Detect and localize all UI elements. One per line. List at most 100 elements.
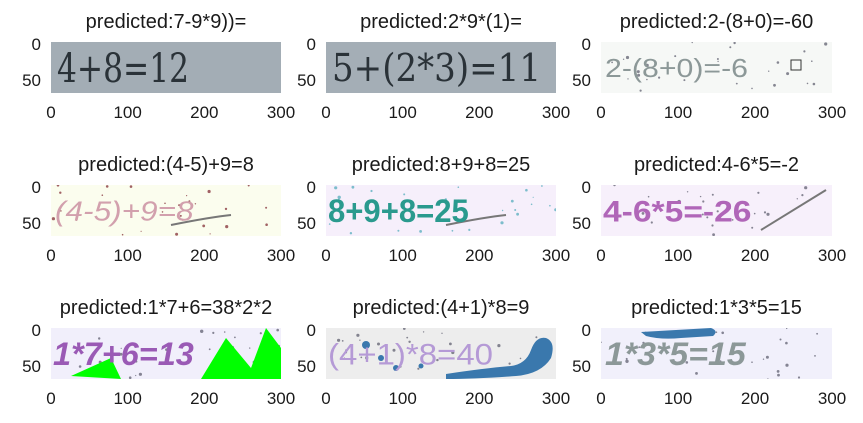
image-canvas: 4+8=12 <box>51 42 281 93</box>
y-tick-label: 50 <box>297 71 316 90</box>
noise-dot <box>627 78 629 80</box>
noise-dot <box>674 55 677 58</box>
noise-dot <box>135 360 138 363</box>
noise-dot <box>365 356 369 360</box>
subplot-title: predicted:4-6*5=-2 <box>633 154 800 176</box>
noise-dot <box>804 186 808 190</box>
x-tick-label: 100 <box>388 103 417 122</box>
noise-dot <box>128 376 132 379</box>
noise-dot <box>417 367 420 370</box>
noise-dot <box>234 336 236 339</box>
noise-dot <box>541 185 543 187</box>
y-tick-label: 0 <box>581 178 591 197</box>
noise-dot <box>179 214 182 217</box>
noise-dot <box>194 203 197 205</box>
y-tick-label: 50 <box>22 357 41 376</box>
noise-dot <box>337 195 341 199</box>
noise-dot <box>699 195 702 198</box>
noise-dot <box>691 42 693 44</box>
image-canvas: 2-(8+0)=-6 <box>601 42 832 93</box>
x-tick-label: 300 <box>541 389 571 408</box>
stray-line <box>445 214 507 226</box>
noise-dot <box>259 332 262 335</box>
subplot-title: predicted:(4-5)+9=8 <box>78 154 254 176</box>
y-tick-label: 50 <box>22 71 41 90</box>
handwritten-expression: 4+8=12 <box>57 46 189 92</box>
noise-dot <box>175 232 179 236</box>
noise-dot <box>212 331 215 334</box>
noise-dot <box>406 336 409 339</box>
noise-dot <box>733 342 736 346</box>
noise-dot <box>138 372 142 376</box>
noise-dot <box>403 328 406 330</box>
noise-dot <box>613 185 616 187</box>
y-tick-label: 0 <box>306 321 316 340</box>
noise-dot <box>762 358 765 360</box>
x-tick-label: 200 <box>740 389 770 408</box>
noise-dot <box>801 194 804 197</box>
noise-dot <box>265 206 268 209</box>
blue-dot <box>418 363 424 369</box>
noise-dot <box>451 350 455 355</box>
handwritten-expression: 8+9+8=25 <box>328 193 469 229</box>
image-canvas: 1*3*5=15 <box>601 328 832 379</box>
y-tick-label: 0 <box>306 35 316 54</box>
noise-dot <box>120 347 122 349</box>
x-tick-label: 0 <box>46 103 56 122</box>
noise-dot <box>731 219 734 221</box>
noise-dot <box>181 218 184 221</box>
noise-dot <box>247 185 250 187</box>
x-tick-label: 100 <box>388 246 417 265</box>
y-tick-label: 50 <box>572 71 591 90</box>
noise-dot <box>683 79 686 82</box>
noise-dot <box>625 359 629 363</box>
noise-dot <box>637 73 641 77</box>
handwritten-expression: (4+1)*8=40 <box>328 338 493 371</box>
x-tick-label: 100 <box>663 246 693 265</box>
y-tick-label: 50 <box>572 214 591 233</box>
green-scribble <box>71 328 281 379</box>
noise-dot <box>625 357 628 360</box>
y-tick-label: 0 <box>31 178 41 197</box>
noise-dot <box>56 185 60 187</box>
noise-dot <box>776 61 780 64</box>
subplot-2: predicted:2*9*(1)= 5+(2*3)=11 0 50 0 100 200 30… <box>297 10 570 130</box>
y-tick-label: 0 <box>31 35 41 54</box>
noise-dot <box>441 332 443 334</box>
noise-dot <box>209 233 211 235</box>
y-tick-label: 0 <box>581 35 591 54</box>
noise-dot <box>140 230 142 232</box>
x-tick-label: 200 <box>465 103 494 122</box>
blue-blob <box>446 337 553 379</box>
noise-dot <box>824 42 828 46</box>
noise-dot <box>187 356 190 359</box>
noise-dot <box>514 209 517 211</box>
image-background <box>601 42 832 93</box>
noise-dot <box>645 63 649 67</box>
noise-dot <box>735 82 738 85</box>
subplot-title: predicted:7-9*9))= <box>85 11 247 33</box>
x-tick-label: 100 <box>663 103 693 122</box>
noise-dot <box>711 193 714 196</box>
noise-dot <box>202 224 206 228</box>
noise-dot <box>639 89 642 92</box>
handwritten-expression: 5+(2*3)=11 <box>332 46 541 90</box>
noise-dot <box>751 226 754 229</box>
noise-dot <box>779 338 782 341</box>
x-tick-label: 300 <box>266 103 296 122</box>
subplot-title: predicted:1*7+6=38*2*2 <box>59 297 273 319</box>
noise-dot <box>51 217 55 221</box>
noise-dot <box>712 233 715 236</box>
stray-line <box>170 214 232 226</box>
subplot-image: 1*3*5=15 <box>601 328 832 379</box>
noise-dot <box>186 195 188 197</box>
noise-dot <box>200 329 204 333</box>
image-canvas: 4-6*5=-26 <box>601 185 832 236</box>
x-tick-label: 200 <box>465 246 494 265</box>
subplot-image: 1*7+6=13 <box>51 328 281 379</box>
subplot-title: predicted:1*3*5=15 <box>631 297 802 319</box>
noise-dot <box>641 212 645 215</box>
subplot-3: predicted:2-(8+0)=-60 2-(8+0)=-6 0 50 0 100 20… <box>572 10 846 130</box>
image-background <box>51 42 281 93</box>
noise-dot <box>721 331 724 335</box>
